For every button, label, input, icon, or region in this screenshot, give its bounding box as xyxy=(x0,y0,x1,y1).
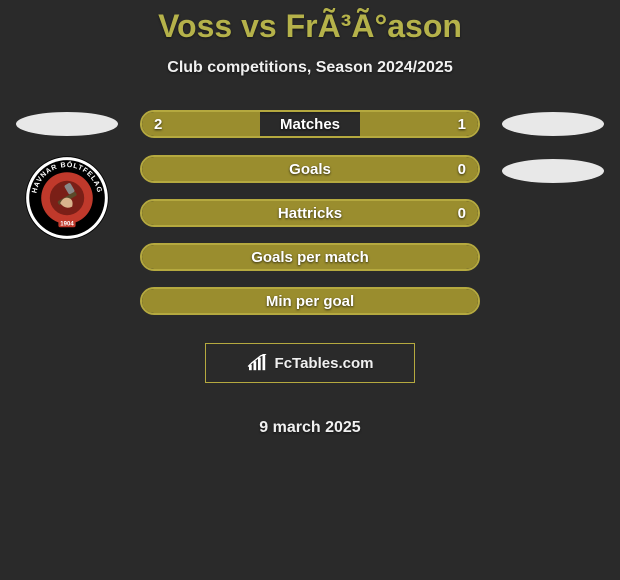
stat-label: Min per goal xyxy=(142,293,478,310)
player-ellipse-icon xyxy=(502,112,604,136)
bar-chart-icon xyxy=(247,354,269,372)
stat-bar-min-per-goal: Min per goal xyxy=(140,287,480,315)
date-text: 9 march 2025 xyxy=(259,419,360,437)
page-title: Voss vs FrÃ³Ã°ason xyxy=(0,8,620,45)
right-club-ellipse-slot xyxy=(498,155,608,185)
left-player-ellipse-slot xyxy=(12,109,122,139)
stat-bar-hattricks: Hattricks 0 xyxy=(140,199,480,227)
page-subtitle: Club competitions, Season 2024/2025 xyxy=(0,59,620,77)
stat-label: Matches xyxy=(142,116,478,133)
stat-val-right: 0 xyxy=(458,161,466,178)
left-club-badge-slot: HAVNAR BÓLTFELAG 1904 xyxy=(12,155,122,241)
player-ellipse-icon xyxy=(16,112,118,136)
stat-bar-matches: 2 Matches 1 xyxy=(140,110,480,138)
player-ellipse-icon xyxy=(502,159,604,183)
right-player-ellipse-slot xyxy=(498,109,608,139)
stat-val-right: 0 xyxy=(458,205,466,222)
branding-text: FcTables.com xyxy=(275,355,374,372)
branding-box[interactable]: FcTables.com xyxy=(205,343,415,383)
stat-label: Hattricks xyxy=(142,205,478,222)
footer-block: FcTables.com 9 march 2025 xyxy=(0,331,620,437)
stat-bar-goals: Goals 0 xyxy=(140,155,480,183)
row-matches: 2 Matches 1 xyxy=(0,109,620,139)
stat-label: Goals per match xyxy=(142,249,478,266)
svg-text:1904: 1904 xyxy=(60,222,74,228)
row-goals: HAVNAR BÓLTFELAG 1904 Goals 0 xyxy=(0,155,620,315)
comparison-card: Voss vs FrÃ³Ã°ason Club competitions, Se… xyxy=(0,0,620,437)
bars-stack: Goals 0 Hattricks 0 Goals per match xyxy=(140,155,480,315)
stat-val-right: 1 xyxy=(458,116,466,133)
club-badge-icon: HAVNAR BÓLTFELAG 1904 xyxy=(24,155,110,241)
stat-label: Goals xyxy=(142,161,478,178)
stat-bar-goals-per-match: Goals per match xyxy=(140,243,480,271)
